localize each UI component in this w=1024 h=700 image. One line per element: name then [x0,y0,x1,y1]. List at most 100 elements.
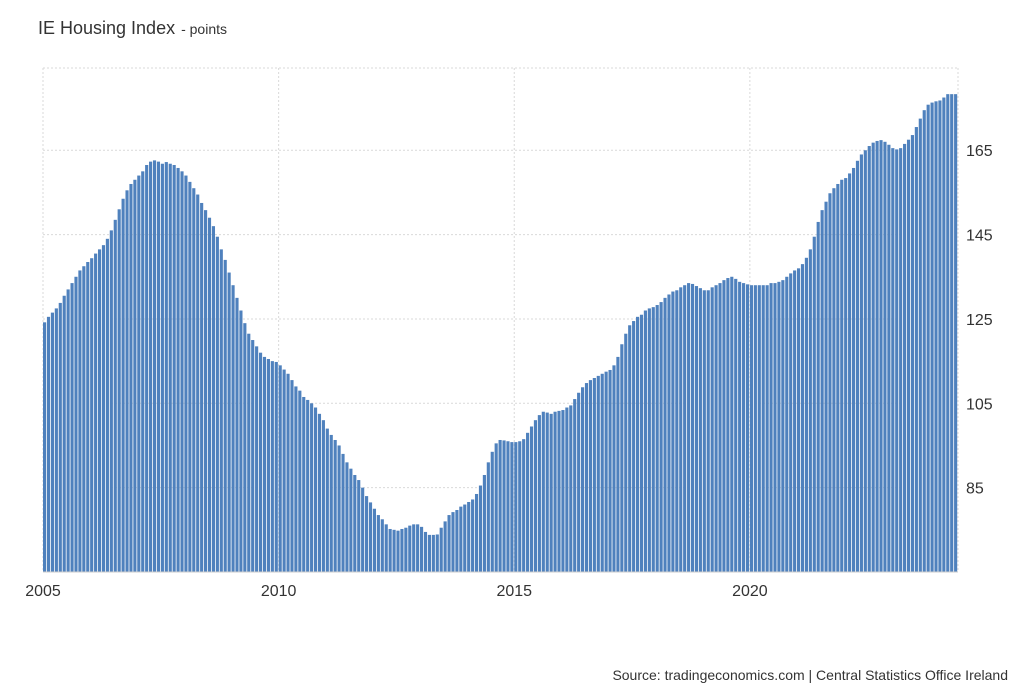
bar [726,278,730,572]
bar [353,474,357,572]
bar [349,468,353,572]
bar [113,219,117,572]
bar [317,413,322,572]
bar [942,97,946,572]
x-tick-label: 2015 [496,583,532,600]
bar [86,262,90,572]
bar [745,284,750,572]
bar [651,307,655,572]
bar [702,290,706,572]
bar [105,238,109,573]
bar [129,183,133,572]
bar [851,167,856,572]
bar [789,273,793,572]
bar [569,405,573,572]
subtitle: - points [181,21,227,37]
bar [133,179,137,572]
bar [588,380,592,572]
bar [883,141,887,572]
bar [223,259,227,572]
bar [384,524,388,572]
bar [345,462,349,572]
bar [109,230,113,572]
bar [844,178,848,572]
bar [313,407,318,572]
bar [848,173,852,572]
bar [659,302,663,572]
bar [396,530,400,572]
bar [192,188,196,572]
bar [596,375,600,572]
bar [557,410,561,572]
bar [282,369,286,572]
bar [274,361,278,572]
bar [714,285,718,572]
bar [643,310,647,572]
title: IE Housing Index [38,18,175,38]
bar [663,297,667,572]
bar [258,352,263,572]
bar [188,181,192,572]
bar [380,519,384,572]
bar [875,140,879,572]
bar [793,270,797,572]
bar [412,524,416,572]
y-tick-label: 105 [966,396,993,413]
bar [785,276,789,572]
bar [529,426,534,572]
bar [820,210,824,573]
x-tick-label: 2005 [25,583,61,600]
bar [687,283,691,572]
bar [431,534,435,572]
bar [573,399,577,572]
bar [211,226,216,572]
bar [243,323,247,572]
bar [152,160,157,572]
bar [478,485,483,572]
bar [914,127,918,573]
bar [467,501,471,572]
bar [800,264,805,572]
bar [278,365,282,572]
bar [777,281,781,572]
bar [302,396,306,572]
bar [78,270,82,572]
y-tick-label: 145 [966,228,993,245]
bar [270,361,274,572]
bar [392,529,396,572]
bar [54,308,58,572]
bar [408,525,412,572]
bar [812,236,816,572]
bar [286,373,290,572]
bar [718,283,722,572]
bar [361,487,365,572]
bar [368,502,373,572]
bar [419,526,424,572]
bar [204,210,208,573]
bar [494,443,498,572]
bar [796,268,801,572]
bar [683,285,687,572]
bar [196,194,200,572]
bar [172,165,176,572]
bar [423,531,428,572]
bar [474,493,479,572]
bar [836,183,840,572]
bar [482,474,486,572]
bar [584,383,589,572]
bar [639,314,644,572]
bar [620,344,624,572]
bar [828,193,832,573]
bar [180,171,184,572]
bar [867,146,871,573]
bar [215,236,219,572]
bar [101,245,106,573]
bar [934,101,938,573]
bar [200,202,204,572]
bar [855,160,860,572]
bar [439,527,443,572]
bar [70,283,74,572]
bar [612,365,616,572]
bar [840,179,844,572]
bar [294,386,298,572]
